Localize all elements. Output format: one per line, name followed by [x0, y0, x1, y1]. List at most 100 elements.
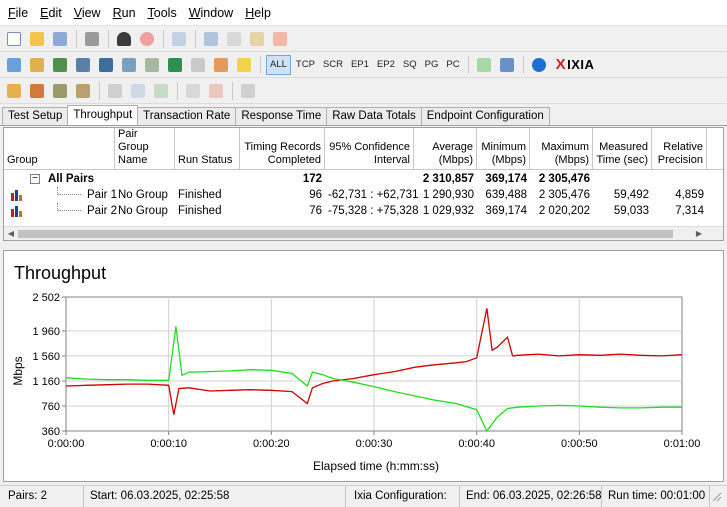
- tab-endpoint-configuration[interactable]: Endpoint Configuration: [420, 107, 550, 125]
- pair-average: 1 029,932: [422, 205, 474, 217]
- column-header-measured-time[interactable]: Measured Time (sec): [593, 128, 652, 170]
- column-header-maximum[interactable]: Maximum (Mbps): [530, 128, 593, 170]
- print-icon[interactable]: [82, 29, 102, 49]
- y-axis-label: Mbps: [11, 356, 25, 385]
- protocol-filter-sq[interactable]: SQ: [402, 58, 417, 70]
- traffic-icon[interactable]: [211, 55, 231, 75]
- grid-horizontal-scrollbar[interactable]: ◀ ▶: [4, 226, 723, 240]
- grid-vscroll-up[interactable]: [707, 128, 723, 170]
- expand-icon[interactable]: [105, 81, 125, 101]
- protocol-filter-ep2[interactable]: EP2: [376, 58, 395, 70]
- run-test-icon[interactable]: [114, 29, 134, 49]
- protocol-filter-pg[interactable]: PG: [424, 58, 439, 70]
- export-icon[interactable]: [497, 55, 517, 75]
- resize-grip-icon[interactable]: [712, 492, 722, 502]
- layout-alt-icon[interactable]: [206, 81, 226, 101]
- edit-pair-icon[interactable]: [50, 55, 70, 75]
- menu-item-help[interactable]: Help: [245, 5, 271, 20]
- x-tick-label: 0:00:50: [561, 438, 598, 450]
- info-icon[interactable]: [529, 55, 549, 75]
- menu-item-view[interactable]: View: [73, 5, 101, 20]
- tab-raw-data-totals[interactable]: Raw Data Totals: [326, 107, 422, 125]
- open-folder-icon[interactable]: [27, 29, 47, 49]
- align-icon[interactable]: [151, 81, 171, 101]
- scrollbar-thumb[interactable]: [18, 230, 673, 238]
- tab-response-time[interactable]: Response Time: [235, 107, 328, 125]
- toolbar-separator: [467, 55, 469, 74]
- scroll-left-icon[interactable]: ◀: [7, 229, 15, 238]
- new-file-icon[interactable]: [4, 29, 24, 49]
- protocol-filter-ep1[interactable]: EP1: [350, 58, 369, 70]
- scroll-right-icon[interactable]: ▶: [695, 229, 703, 238]
- edit-script-icon[interactable]: [142, 55, 162, 75]
- protocol-filter-all[interactable]: ALL: [266, 54, 291, 75]
- compare-icon[interactable]: [50, 81, 70, 101]
- menu-item-file[interactable]: File: [8, 5, 29, 20]
- add-multicast-icon[interactable]: [27, 55, 47, 75]
- sort-icon[interactable]: [234, 55, 254, 75]
- protocol-filter-scr[interactable]: SCR: [322, 58, 343, 70]
- summary-timing-records: 172: [302, 173, 322, 185]
- wizard-icon[interactable]: [27, 81, 47, 101]
- toolbar-pairs: ALL TCP SCR EP1 EP2 SQ PG PC X IXIA: [0, 52, 727, 78]
- splitter[interactable]: [0, 243, 727, 249]
- menu-item-edit[interactable]: Edit: [40, 5, 62, 20]
- tab-test-setup[interactable]: Test Setup: [2, 107, 69, 125]
- chart-title: Throughput: [14, 263, 107, 283]
- html-report-icon[interactable]: [474, 55, 494, 75]
- pair-average: 1 290,930: [422, 189, 474, 201]
- delete-icon[interactable]: [270, 29, 290, 49]
- column-header-group[interactable]: Group: [4, 128, 115, 170]
- protocol-filter-tcp[interactable]: TCP: [295, 58, 315, 70]
- results-icon[interactable]: [4, 81, 24, 101]
- protocol-filter-pc[interactable]: PC: [446, 58, 460, 70]
- table-row[interactable]: Pair 1 No Group Finished 96 -62,731 : +6…: [4, 187, 723, 203]
- status-pairs: Pairs: 2: [4, 486, 84, 507]
- y-tick-label: 1 560: [32, 351, 60, 363]
- cut-icon[interactable]: [201, 29, 221, 49]
- results-grid: Group Pair Group Name Run Status Timing …: [3, 127, 724, 241]
- throughput-chart: 2 502 1 960 1 560 1 160 760 360 0:00:00 0:00:1…: [11, 292, 701, 473]
- table-row[interactable]: Pair 2 No Group Finished 76 -75,328 : +7…: [4, 203, 723, 219]
- toolbar-separator: [76, 29, 77, 48]
- layout-icon[interactable]: [183, 81, 203, 101]
- refresh-icon[interactable]: [169, 29, 189, 49]
- pair-chart-icon: [11, 206, 23, 217]
- menu-item-run[interactable]: Run: [112, 5, 136, 20]
- endpoint-icon[interactable]: [96, 55, 116, 75]
- menu-item-tools[interactable]: Tools: [147, 5, 177, 20]
- script-icon[interactable]: [119, 55, 139, 75]
- toolbar-separator: [522, 55, 524, 74]
- copy-icon[interactable]: [224, 29, 244, 49]
- pair-status: Finished: [178, 189, 222, 201]
- stop-test-icon[interactable]: [137, 29, 157, 49]
- column-header-pair-group-name[interactable]: Pair Group Name: [115, 128, 175, 170]
- column-header-minimum[interactable]: Minimum (Mbps): [477, 128, 530, 170]
- group-icon[interactable]: [165, 55, 185, 75]
- y-tick-label: 760: [42, 401, 60, 413]
- column-header-relative-precision[interactable]: Relative Precision: [652, 128, 707, 170]
- tools-icon[interactable]: [188, 55, 208, 75]
- network-icon[interactable]: [73, 55, 93, 75]
- collapse-toggle[interactable]: −: [30, 174, 40, 184]
- throughput-chart-panel: Throughput 2 502 1 960 1 560 1 160 760 360 0:…: [3, 250, 724, 482]
- column-header-timing-records[interactable]: Timing Records Completed: [240, 128, 325, 170]
- grid-header: Group Pair Group Name Run Status Timing …: [4, 128, 723, 170]
- ixia-logo-text: IXIA: [567, 57, 595, 72]
- tree-line: [57, 203, 81, 211]
- add-pair-icon[interactable]: [4, 55, 24, 75]
- save-icon[interactable]: [50, 29, 70, 49]
- collapse-icon[interactable]: [128, 81, 148, 101]
- summary-row[interactable]: − All Pairs 172 2 310,857 369,174 2 305,…: [4, 171, 723, 187]
- tab-throughput[interactable]: Throughput: [67, 105, 139, 125]
- table-icon[interactable]: [238, 81, 258, 101]
- paste-icon[interactable]: [247, 29, 267, 49]
- chart-settings-icon[interactable]: [73, 81, 93, 101]
- x-tick-label: 0:01:00: [664, 438, 701, 450]
- tab-transaction-rate[interactable]: Transaction Rate: [137, 107, 237, 125]
- ixia-logo: X IXIA: [556, 56, 595, 73]
- column-header-average[interactable]: Average (Mbps): [414, 128, 477, 170]
- column-header-run-status[interactable]: Run Status: [175, 128, 240, 170]
- menu-item-window[interactable]: Window: [188, 5, 234, 20]
- column-header-confidence[interactable]: 95% Confidence Interval: [325, 128, 414, 170]
